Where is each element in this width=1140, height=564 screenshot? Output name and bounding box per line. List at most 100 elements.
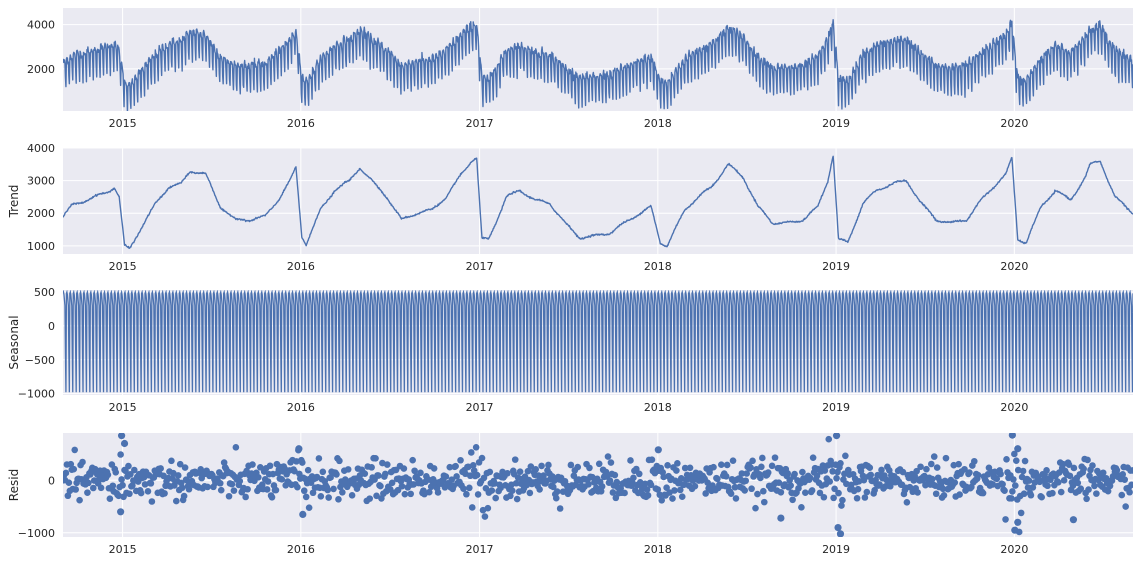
x-tick-label: 2019	[822, 117, 850, 130]
resid-point	[768, 462, 776, 470]
resid-point	[512, 479, 520, 487]
resid-point	[299, 459, 306, 466]
x-tick-label: 2019	[822, 260, 850, 273]
resid-point	[928, 475, 936, 483]
resid-point	[373, 492, 380, 500]
resid-point	[257, 464, 264, 471]
resid-point	[319, 468, 327, 476]
resid-point	[710, 463, 717, 471]
resid-point	[228, 480, 236, 488]
resid-point	[398, 482, 406, 490]
resid-point	[567, 461, 575, 469]
resid-point	[714, 475, 721, 483]
resid-point	[830, 494, 837, 502]
resid-point	[752, 504, 759, 512]
resid-point	[417, 469, 424, 477]
x-tick-label: 2020	[1000, 260, 1028, 273]
resid-point	[1024, 484, 1032, 491]
resid-point	[621, 489, 628, 497]
resid-point	[598, 483, 606, 490]
resid-point	[759, 454, 766, 462]
resid-point	[305, 504, 313, 511]
resid-point	[336, 457, 343, 465]
y-tick-label: 2000	[27, 207, 55, 220]
resid-outlier-point	[654, 446, 662, 454]
y-tick-label: 4000	[27, 19, 55, 32]
plot-area	[63, 155, 1133, 249]
resid-point	[216, 479, 224, 487]
resid-point	[775, 479, 783, 487]
resid-point	[302, 493, 310, 501]
resid-point	[272, 486, 280, 494]
x-tick-label: 2018	[644, 401, 672, 414]
y-tick-label: 0	[48, 474, 55, 487]
resid-point	[802, 489, 809, 496]
resid-point	[64, 492, 72, 500]
y-axis-label: Resid	[7, 469, 21, 501]
resid-point	[757, 474, 764, 482]
resid-point	[612, 494, 620, 502]
resid-point	[453, 473, 460, 480]
resid-point	[886, 467, 893, 474]
resid-point	[808, 487, 816, 494]
resid-point	[65, 479, 73, 486]
resid-point	[722, 473, 730, 480]
resid-point	[264, 478, 272, 485]
resid-point	[244, 485, 251, 493]
resid-point	[663, 484, 670, 491]
resid-point	[409, 456, 416, 464]
resid-point	[999, 480, 1006, 488]
resid-point	[425, 488, 433, 496]
resid-point	[232, 444, 240, 451]
x-tick-label: 2020	[1000, 401, 1028, 414]
resid-point	[127, 470, 134, 478]
resid-point	[278, 476, 286, 483]
resid-point	[674, 460, 681, 467]
resid-point	[115, 492, 122, 500]
resid-point	[472, 443, 480, 451]
resid-point	[545, 461, 552, 469]
y-tick-label: 2000	[27, 63, 55, 76]
resid-point	[1126, 488, 1133, 496]
resid-point	[681, 464, 689, 472]
resid-point	[1021, 457, 1029, 465]
resid-point	[604, 453, 612, 460]
x-tick-label: 2020	[1000, 117, 1028, 130]
resid-point	[826, 478, 834, 485]
resid-point	[860, 476, 868, 484]
resid-point	[825, 435, 833, 443]
resid-point	[504, 469, 511, 477]
resid-point	[955, 460, 962, 468]
x-tick-label: 2015	[109, 260, 137, 273]
resid-point	[180, 492, 188, 500]
resid-point	[1011, 450, 1018, 458]
resid-point	[325, 494, 332, 501]
resid-point	[743, 470, 751, 477]
resid-point	[754, 490, 761, 498]
resid-point	[526, 489, 534, 497]
resid-point	[784, 470, 792, 477]
resid-point	[486, 468, 494, 476]
x-tick-label: 2019	[822, 401, 850, 414]
resid-point	[764, 469, 772, 476]
resid-point	[813, 472, 821, 480]
x-tick-label: 2018	[644, 260, 672, 273]
resid-point	[89, 484, 97, 492]
resid-point	[643, 486, 651, 493]
resid-point	[829, 468, 836, 475]
resid-point	[106, 495, 114, 503]
resid-point	[702, 490, 709, 497]
resid-point	[607, 459, 615, 466]
x-tick-label: 2016	[287, 260, 315, 273]
resid-point	[266, 462, 274, 470]
resid-point	[816, 489, 824, 497]
resid-point	[727, 490, 735, 497]
resid-point	[1080, 465, 1087, 473]
y-tick-label: 3000	[27, 175, 55, 188]
x-tick-label: 2017	[466, 117, 494, 130]
resid-outlier-point	[117, 508, 125, 516]
resid-point	[664, 462, 671, 469]
resid-point	[611, 471, 619, 479]
resid-point	[1025, 477, 1033, 484]
resid-point	[854, 485, 862, 493]
